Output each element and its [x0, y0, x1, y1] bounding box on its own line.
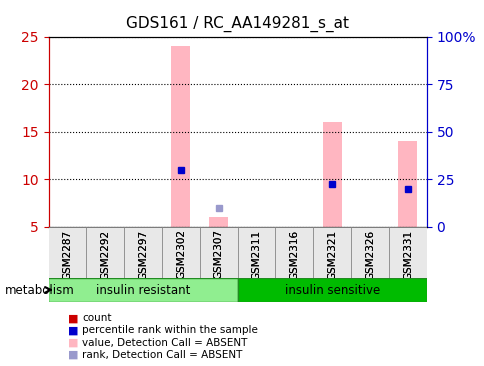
FancyBboxPatch shape	[313, 227, 350, 278]
Text: GSM2297: GSM2297	[138, 229, 148, 280]
FancyBboxPatch shape	[48, 278, 237, 302]
Bar	[171, 46, 190, 227]
Text: GSM2326: GSM2326	[364, 229, 374, 280]
Text: ■: ■	[68, 350, 78, 360]
Text: GSM2316: GSM2316	[289, 229, 299, 280]
Text: insulin sensitive: insulin sensitive	[284, 284, 379, 296]
Text: GSM2292: GSM2292	[100, 229, 110, 280]
Text: GSM2321: GSM2321	[327, 229, 336, 280]
Text: metabolism: metabolism	[5, 284, 75, 298]
Text: ■: ■	[68, 337, 78, 348]
Text: GSM2316: GSM2316	[289, 229, 299, 280]
Bar	[397, 141, 416, 227]
Text: GSM2292: GSM2292	[100, 229, 110, 280]
Text: GSM2302: GSM2302	[176, 229, 185, 280]
Text: GSM2287: GSM2287	[62, 229, 72, 280]
Text: GSM2311: GSM2311	[251, 229, 261, 280]
FancyBboxPatch shape	[275, 227, 313, 278]
Title: GDS161 / RC_AA149281_s_at: GDS161 / RC_AA149281_s_at	[126, 16, 348, 33]
Text: GSM2326: GSM2326	[364, 229, 374, 280]
Bar	[209, 217, 227, 227]
FancyBboxPatch shape	[162, 227, 199, 278]
Text: GSM2311: GSM2311	[251, 229, 261, 280]
FancyBboxPatch shape	[124, 227, 162, 278]
Text: GSM2321: GSM2321	[327, 229, 336, 280]
Bar	[322, 122, 341, 227]
Text: GSM2302: GSM2302	[176, 229, 185, 280]
Text: ■: ■	[68, 313, 78, 324]
Text: GSM2307: GSM2307	[213, 229, 223, 280]
Text: GSM2331: GSM2331	[402, 229, 412, 280]
Text: GSM2287: GSM2287	[62, 229, 72, 280]
Text: ■: ■	[68, 325, 78, 336]
FancyBboxPatch shape	[48, 227, 86, 278]
Text: GSM2297: GSM2297	[138, 229, 148, 280]
Text: percentile rank within the sample: percentile rank within the sample	[82, 325, 258, 336]
FancyBboxPatch shape	[350, 227, 388, 278]
FancyBboxPatch shape	[237, 278, 426, 302]
Text: GSM2307: GSM2307	[213, 229, 223, 280]
FancyBboxPatch shape	[388, 227, 426, 278]
Text: rank, Detection Call = ABSENT: rank, Detection Call = ABSENT	[82, 350, 242, 360]
Text: count: count	[82, 313, 112, 324]
FancyBboxPatch shape	[199, 227, 237, 278]
FancyBboxPatch shape	[86, 227, 124, 278]
Text: GSM2331: GSM2331	[402, 229, 412, 280]
FancyBboxPatch shape	[237, 227, 275, 278]
Text: insulin resistant: insulin resistant	[96, 284, 190, 296]
Text: value, Detection Call = ABSENT: value, Detection Call = ABSENT	[82, 337, 247, 348]
